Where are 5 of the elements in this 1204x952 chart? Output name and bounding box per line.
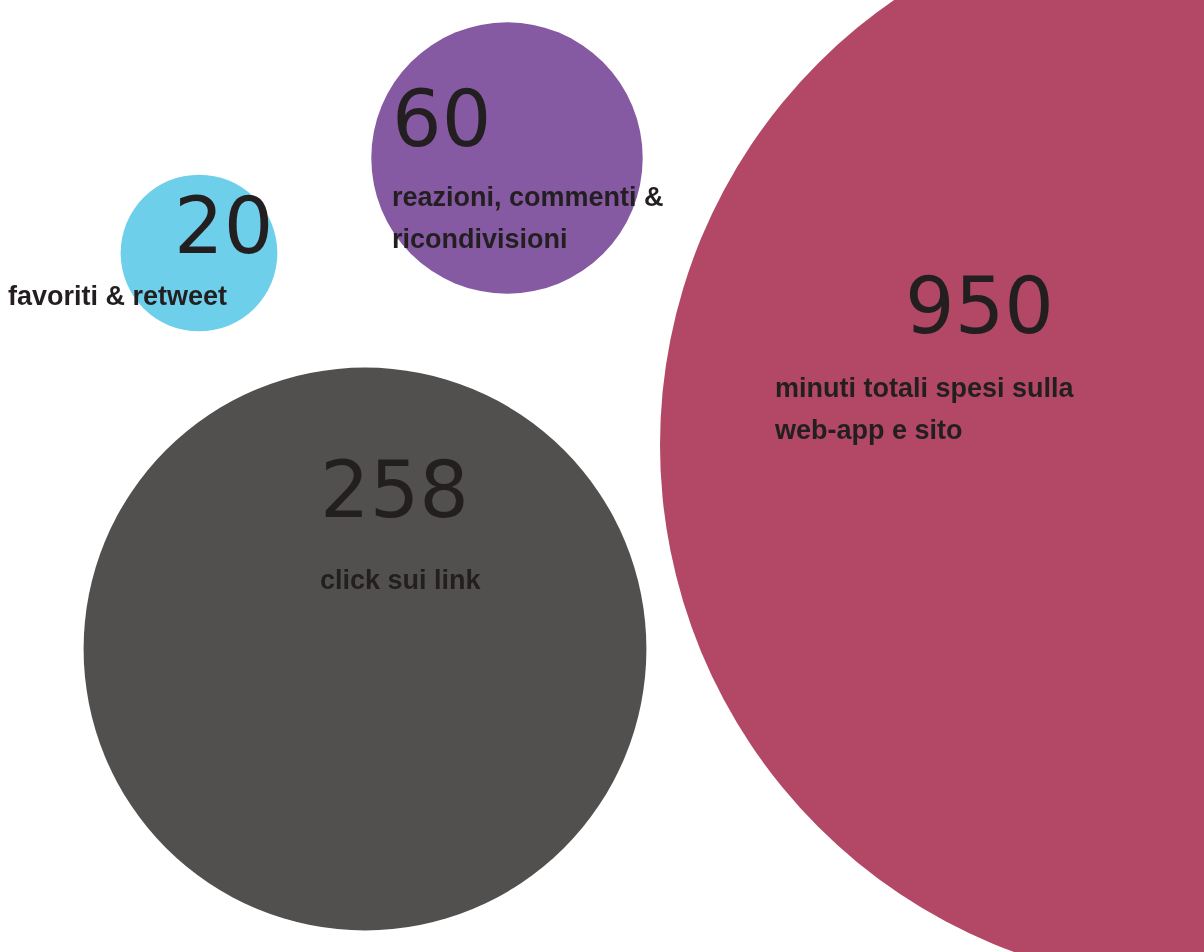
data-label: 60	[392, 74, 492, 164]
data-label: 950	[905, 261, 1054, 351]
category-label: minuti totali spesi sulla web-app e sito	[774, 373, 1075, 445]
category-label: favoriti & retweet	[8, 281, 228, 311]
data-label: 20	[174, 181, 274, 271]
